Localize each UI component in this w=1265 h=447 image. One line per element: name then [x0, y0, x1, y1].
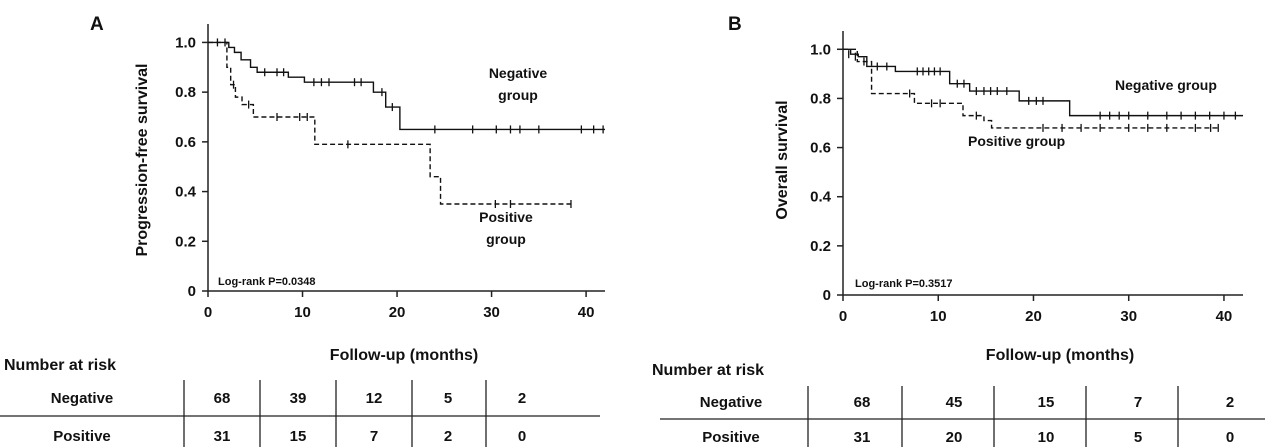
- y-tick-label: 0.6: [175, 134, 196, 151]
- x-tick-label: 30: [1120, 308, 1137, 325]
- x-tick-label: 10: [294, 304, 311, 321]
- risk-value: 2: [1226, 394, 1234, 411]
- group-label: group: [486, 231, 526, 247]
- risk-row-label: Positive: [702, 429, 760, 446]
- risk-value: 2: [518, 390, 526, 407]
- group-label: Positive: [479, 209, 533, 225]
- risk-value: 5: [444, 390, 452, 407]
- group-label: Negative: [489, 65, 548, 81]
- risk-value: 39: [290, 390, 307, 407]
- risk-value: 0: [1226, 429, 1234, 446]
- risk-value: 12: [366, 390, 383, 407]
- risk-value: 2: [444, 428, 452, 445]
- risk-row-label: Negative: [700, 394, 763, 411]
- y-tick-label: 0: [188, 283, 196, 300]
- group-label: Positive group: [968, 133, 1065, 149]
- x-axis-title: Follow-up (months): [330, 347, 478, 364]
- y-tick-label: 0: [823, 287, 831, 304]
- risk-value: 15: [1038, 394, 1055, 411]
- y-tick-label: 1.0: [175, 34, 196, 51]
- series-negative: [208, 38, 605, 134]
- x-tick-label: 0: [839, 308, 847, 325]
- y-axis-title: Overall survival: [774, 100, 791, 219]
- x-tick-label: 0: [204, 304, 212, 321]
- group-label: Negative group: [1115, 77, 1217, 93]
- panel-letter: B: [728, 14, 742, 35]
- risk-value: 10: [1038, 429, 1055, 446]
- risk-value: 68: [854, 394, 871, 411]
- y-tick-label: 0.6: [810, 140, 831, 157]
- risk-value: 15: [290, 428, 307, 445]
- risk-table: Number at risk Negative 68 45 15 7 2 Positive 31…: [652, 362, 1265, 447]
- risk-table: Number at risk Negative 68 39 12 5 2 Positive 31…: [0, 357, 600, 447]
- x-tick-label: 40: [1216, 308, 1233, 325]
- y-tick-label: 0.4: [175, 184, 197, 201]
- risk-row-label: Negative: [51, 390, 114, 407]
- x-tick-label: 20: [389, 304, 406, 321]
- risk-table-title: Number at risk: [652, 362, 764, 379]
- series-positive: [208, 41, 572, 208]
- x-tick-label: 30: [483, 304, 500, 321]
- y-tick-label: 0.8: [175, 84, 196, 101]
- y-tick-label: 0.2: [175, 233, 196, 250]
- survival-curve: [208, 41, 605, 131]
- y-tick-label: 1.0: [810, 41, 831, 58]
- x-tick-label: 40: [578, 304, 595, 321]
- risk-value: 68: [214, 390, 231, 407]
- risk-value: 7: [370, 428, 378, 445]
- y-tick-label: 0.4: [810, 189, 832, 206]
- risk-value: 7: [1134, 394, 1142, 411]
- y-tick-label: 0.8: [810, 90, 831, 107]
- risk-value: 20: [946, 429, 963, 446]
- x-tick-label: 20: [1025, 308, 1042, 325]
- risk-value: 0: [518, 428, 526, 445]
- risk-value: 31: [214, 428, 231, 445]
- risk-table-title: Number at risk: [4, 357, 116, 374]
- logrank-annotation: Log-rank P=0.3517: [855, 278, 953, 290]
- series-positive: [843, 48, 1220, 132]
- risk-row-label: Positive: [53, 428, 111, 445]
- panel-letter: A: [90, 14, 104, 35]
- risk-value: 31: [854, 429, 871, 446]
- risk-value: 5: [1134, 429, 1142, 446]
- chart-panel-a: A00.20.40.60.81.00 10 20 30 40Progression-fr…: [0, 14, 605, 447]
- y-tick-label: 0.2: [810, 238, 831, 255]
- logrank-annotation: Log-rank P=0.0348: [218, 276, 316, 288]
- group-label: group: [498, 87, 538, 103]
- survival-curve: [843, 48, 1220, 129]
- x-axis-title: Follow-up (months): [986, 347, 1134, 364]
- y-axis-title: Progression-free survival: [134, 64, 151, 257]
- risk-value: 45: [946, 394, 963, 411]
- x-tick-label: 10: [930, 308, 947, 325]
